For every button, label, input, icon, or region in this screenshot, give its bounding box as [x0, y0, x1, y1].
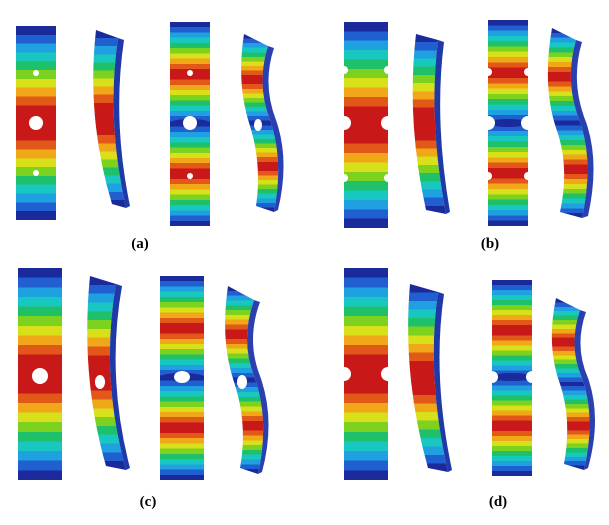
notch-b1-top-right — [384, 66, 392, 74]
specimen-c-mode1-side — [109, 284, 130, 470]
specimen-d-mode1-deformed — [408, 284, 448, 472]
specimen-b-mode1-front — [344, 22, 388, 228]
panel-d: (d) — [337, 268, 595, 510]
notch-b1-mid-right — [381, 116, 395, 130]
specimen-a-mode1-side — [113, 38, 130, 208]
notch-d2-right — [526, 371, 538, 383]
specimen-c-mode1-deformed — [87, 276, 126, 470]
specimen-b-mode1-deformed — [412, 34, 446, 214]
notch-b2-top-right — [524, 68, 532, 76]
notch-b2-mid-band — [488, 119, 528, 127]
hole-a1-center — [29, 116, 43, 130]
notch-b2-bot-right — [524, 172, 532, 180]
panel-label-c: (c) — [140, 494, 157, 510]
notch-d1-left — [337, 367, 351, 381]
panel-label-a: (a) — [131, 236, 149, 252]
notch-d1-right — [381, 367, 395, 381]
hole-a1-bottom — [33, 170, 39, 176]
specimen-b-mode1-side — [434, 40, 450, 214]
panel-a: (a) — [16, 22, 284, 252]
hole-a2-center — [183, 116, 197, 130]
hole-a1-top — [33, 70, 39, 76]
specimen-d-mode2-deformed — [551, 298, 590, 470]
notch-b1-bot-right — [384, 174, 392, 182]
notch-d2-band — [492, 373, 532, 381]
hole-c1-deformed — [95, 375, 105, 389]
hole-c1-center — [32, 368, 48, 384]
notch-b1-mid-left — [337, 116, 351, 130]
specimen-a-mode2-side — [262, 46, 284, 212]
specimen-b-mode2-deformed — [547, 28, 588, 218]
panel-label-b: (b) — [481, 236, 499, 252]
specimen-d-mode2-side — [574, 310, 595, 470]
hole-a2-deformed — [254, 119, 262, 131]
specimen-d-mode1-side — [433, 292, 452, 472]
notch-b2-mid-right — [521, 116, 535, 130]
panel-label-d: (d) — [489, 494, 507, 510]
hole-c2-center — [174, 371, 190, 383]
specimen-b-mode2-side — [570, 40, 594, 218]
notch-b2-top-left — [484, 68, 492, 76]
notch-d2-left — [486, 371, 498, 383]
hole-a2-bottom — [187, 173, 193, 179]
notch-b2-bot-left — [484, 172, 492, 180]
specimen-d-mode1-front — [344, 268, 388, 480]
notch-b1-bot-left — [340, 174, 348, 182]
panel-c: (c) — [18, 268, 269, 510]
notch-b2-mid-left — [481, 116, 495, 130]
specimen-c-mode2-side — [247, 300, 269, 474]
specimen-a-mode1-deformed — [93, 30, 126, 208]
hole-c2-deformed — [237, 375, 247, 389]
panel-b: (b) — [337, 20, 594, 252]
hole-a2-top — [187, 70, 193, 76]
notch-b1-top-left — [340, 66, 348, 74]
